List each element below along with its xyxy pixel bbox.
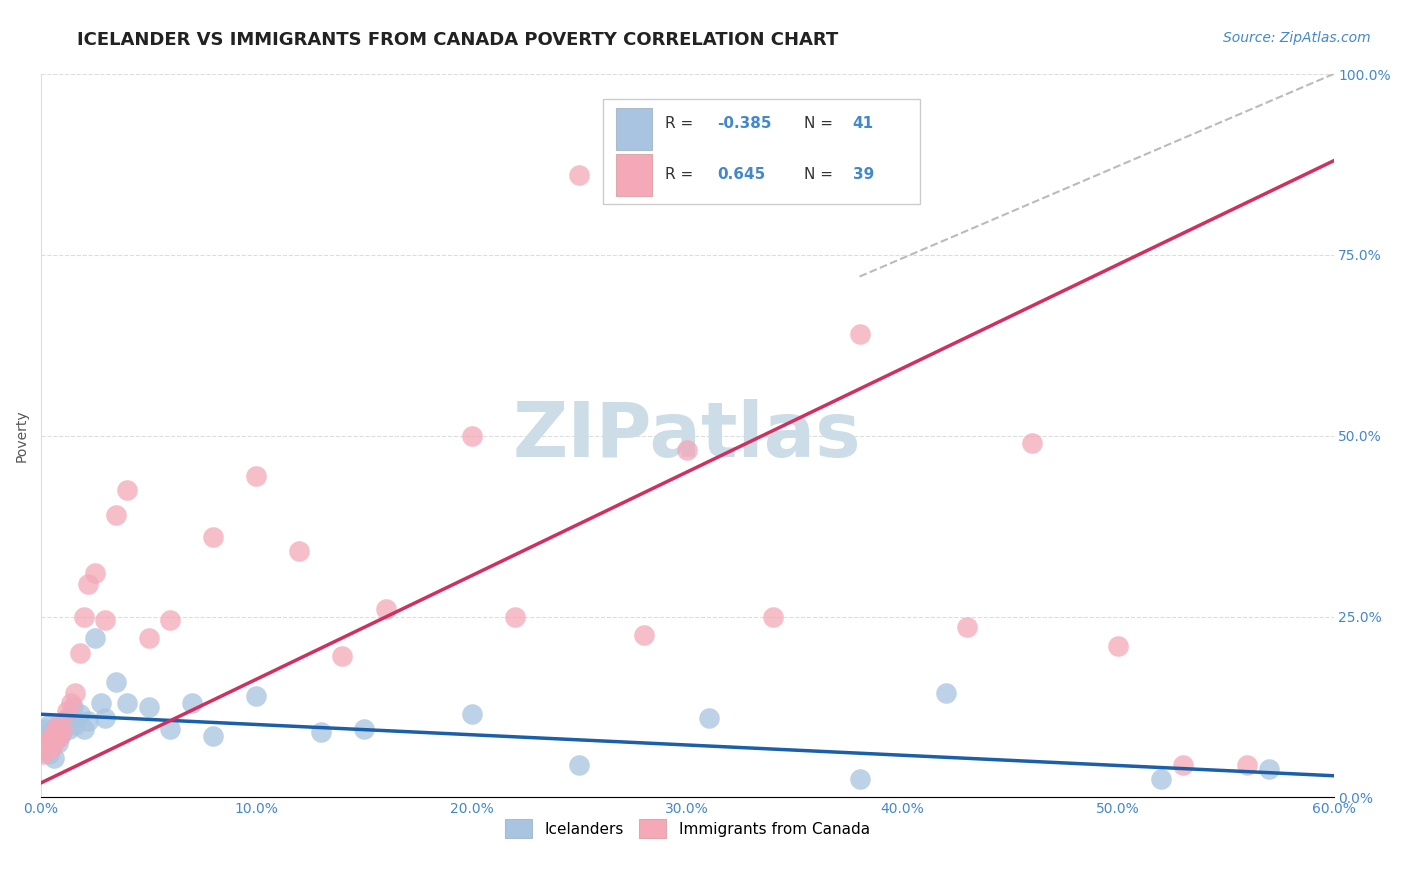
- Point: [353, 722, 375, 736]
- Point: [568, 758, 591, 772]
- Point: [138, 632, 160, 646]
- Point: [38, 718, 60, 732]
- Point: [65, 718, 87, 732]
- Point: [73, 722, 96, 736]
- Point: [62, 700, 84, 714]
- Text: ZIPatlas: ZIPatlas: [513, 399, 862, 473]
- Point: [180, 697, 202, 711]
- Point: [69, 646, 91, 660]
- Point: [49, 729, 72, 743]
- Text: N =: N =: [803, 168, 838, 182]
- Point: [46, 736, 69, 750]
- Point: [46, 718, 69, 732]
- Legend: Icelanders, Immigrants from Canada: Icelanders, Immigrants from Canada: [499, 814, 876, 844]
- Point: [49, 729, 72, 743]
- Point: [568, 169, 591, 183]
- Point: [94, 613, 117, 627]
- Point: [41, 725, 63, 739]
- Point: [115, 697, 138, 711]
- Point: [115, 483, 138, 497]
- Point: [1107, 639, 1129, 653]
- Point: [83, 566, 105, 581]
- Point: [159, 722, 181, 736]
- Text: R =: R =: [665, 116, 699, 131]
- Point: [41, 739, 63, 754]
- Point: [51, 725, 73, 739]
- Text: 0.645: 0.645: [717, 168, 765, 182]
- Text: ICELANDER VS IMMIGRANTS FROM CANADA POVERTY CORRELATION CHART: ICELANDER VS IMMIGRANTS FROM CANADA POVE…: [77, 31, 838, 49]
- Point: [38, 747, 60, 761]
- Point: [138, 700, 160, 714]
- Point: [65, 685, 87, 699]
- Point: [37, 739, 59, 754]
- Point: [956, 620, 979, 634]
- Point: [245, 468, 267, 483]
- Point: [77, 577, 100, 591]
- Point: [1236, 758, 1258, 772]
- Point: [69, 707, 91, 722]
- Point: [202, 530, 225, 544]
- Point: [1257, 762, 1279, 776]
- Point: [42, 750, 65, 764]
- Point: [94, 711, 117, 725]
- Point: [45, 732, 67, 747]
- Point: [1171, 758, 1194, 772]
- Point: [1021, 436, 1043, 450]
- Point: [73, 609, 96, 624]
- Point: [309, 725, 332, 739]
- Point: [41, 736, 63, 750]
- Point: [32, 729, 55, 743]
- Text: 41: 41: [852, 116, 873, 131]
- Point: [42, 732, 65, 747]
- Point: [59, 697, 82, 711]
- Point: [37, 743, 59, 757]
- Point: [105, 508, 128, 523]
- Point: [90, 697, 112, 711]
- Point: [42, 725, 65, 739]
- Point: [1150, 772, 1173, 787]
- Text: Source: ZipAtlas.com: Source: ZipAtlas.com: [1223, 31, 1371, 45]
- Point: [55, 704, 77, 718]
- Text: N =: N =: [803, 116, 838, 131]
- Point: [676, 443, 699, 458]
- Point: [848, 327, 870, 342]
- Point: [460, 707, 482, 722]
- Point: [34, 743, 56, 757]
- Point: [51, 722, 73, 736]
- Point: [38, 732, 60, 747]
- FancyBboxPatch shape: [616, 154, 652, 196]
- Point: [697, 711, 720, 725]
- Point: [374, 602, 396, 616]
- Point: [159, 613, 181, 627]
- FancyBboxPatch shape: [616, 108, 652, 150]
- Point: [53, 714, 76, 729]
- Point: [935, 685, 957, 699]
- Point: [34, 722, 56, 736]
- Point: [32, 747, 55, 761]
- Point: [762, 609, 785, 624]
- Point: [77, 714, 100, 729]
- Point: [58, 722, 80, 736]
- Point: [45, 722, 67, 736]
- Point: [34, 736, 56, 750]
- Text: R =: R =: [665, 168, 699, 182]
- Point: [633, 628, 655, 642]
- Point: [83, 632, 105, 646]
- Point: [460, 428, 482, 442]
- FancyBboxPatch shape: [603, 99, 920, 204]
- Y-axis label: Poverty: Poverty: [15, 409, 30, 462]
- Point: [503, 609, 526, 624]
- Point: [245, 689, 267, 703]
- Point: [848, 772, 870, 787]
- Point: [202, 729, 225, 743]
- Point: [55, 711, 77, 725]
- Point: [105, 674, 128, 689]
- Point: [288, 544, 311, 558]
- Text: -0.385: -0.385: [717, 116, 772, 131]
- Point: [332, 649, 354, 664]
- Text: 39: 39: [852, 168, 875, 182]
